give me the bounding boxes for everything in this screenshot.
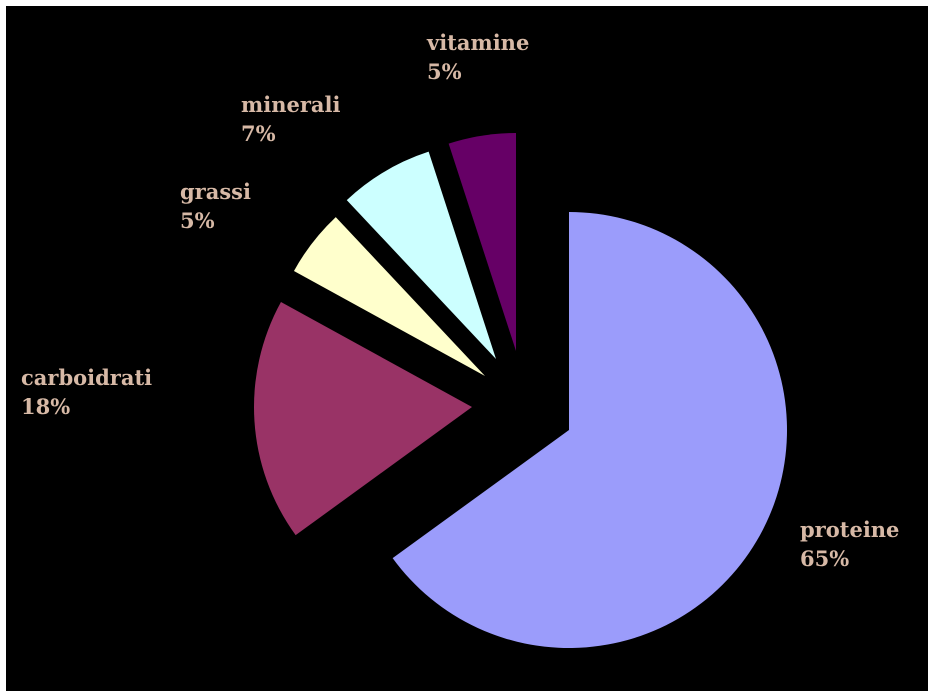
pie-slices: [254, 133, 787, 649]
slice-label-name: proteine: [800, 517, 899, 542]
pie-chart: proteine 65% carboidrati 18% grassi 5% mineral…: [21, 30, 899, 649]
slice-label-name: minerali: [241, 92, 340, 117]
pie-chart-frame: proteine 65% carboidrati 18% grassi 5% mineral…: [6, 6, 928, 691]
slice-label-name: vitamine: [426, 30, 529, 55]
slice-label-value: 5%: [427, 59, 462, 84]
slice-label-name: carboidrati: [21, 365, 152, 390]
slice-label-carboidrati: carboidrati 18%: [21, 365, 152, 419]
pie-slice-vitamine: [448, 133, 516, 351]
pie-labels: proteine 65% carboidrati 18% grassi 5% mineral…: [21, 30, 899, 571]
slice-label-grassi: grassi 5%: [180, 179, 251, 233]
slice-label-vitamine: vitamine 5%: [426, 30, 529, 84]
pie-slice-proteine: [392, 212, 787, 649]
slice-label-minerali: minerali 7%: [241, 92, 340, 146]
slice-label-value: 7%: [241, 121, 276, 146]
pie-slice-grassi: [293, 217, 485, 376]
slice-label-name: grassi: [180, 179, 251, 204]
pie-slice-minerali: [346, 151, 496, 359]
slice-label-proteine: proteine 65%: [800, 517, 899, 571]
slice-label-value: 5%: [180, 208, 215, 233]
pie-slice-carboidrati: [254, 301, 472, 536]
slice-label-value: 65%: [800, 546, 849, 571]
slice-label-value: 18%: [21, 394, 70, 419]
